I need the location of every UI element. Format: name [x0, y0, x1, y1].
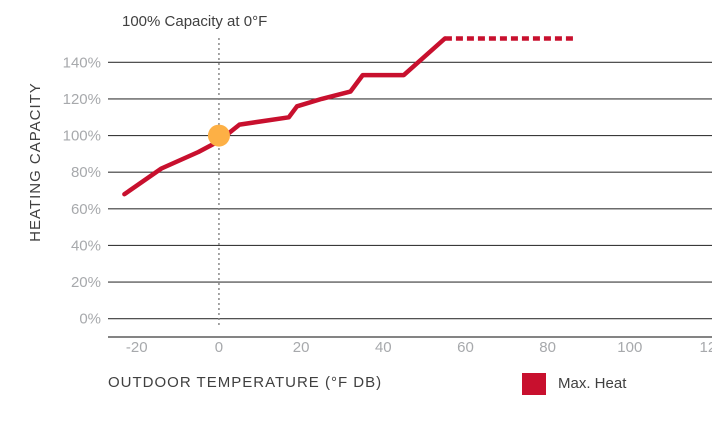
- y-tick-label: 20%: [71, 274, 101, 291]
- x-tick-label: 120: [699, 339, 712, 356]
- x-tick-labels: -20 0 20 40 60 80 100 120: [126, 339, 712, 356]
- x-axis-title: OUTDOOR TEMPERATURE (°F DB): [108, 374, 382, 391]
- x-tick-label: 100: [617, 339, 642, 356]
- y-tick-label: 60%: [71, 201, 101, 218]
- y-tick-labels: 0% 20% 40% 60% 80% 100% 120% 140%: [63, 54, 101, 327]
- annotation-label: 100% Capacity at 0°F: [122, 13, 267, 30]
- x-tick-label: 20: [293, 339, 310, 356]
- legend: Max. Heat: [522, 373, 627, 395]
- capacity-marker-dot: [208, 125, 230, 147]
- y-tick-label: 100%: [63, 128, 101, 145]
- legend-swatch-max-heat: [522, 373, 546, 395]
- x-tick-label: 0: [215, 339, 223, 356]
- x-tick-label: 80: [539, 339, 556, 356]
- y-tick-label: 80%: [71, 164, 101, 181]
- legend-label-max-heat: Max. Heat: [558, 375, 627, 392]
- x-tick-label: 60: [457, 339, 474, 356]
- y-tick-label: 140%: [63, 54, 101, 71]
- x-tick-label: -20: [126, 339, 148, 356]
- y-axis-title: HEATING CAPACITY: [27, 82, 44, 242]
- y-tick-label: 120%: [63, 91, 101, 108]
- y-tick-label: 0%: [79, 311, 101, 328]
- x-tick-label: 40: [375, 339, 392, 356]
- gridlines: [108, 62, 712, 337]
- y-tick-label: 40%: [71, 237, 101, 254]
